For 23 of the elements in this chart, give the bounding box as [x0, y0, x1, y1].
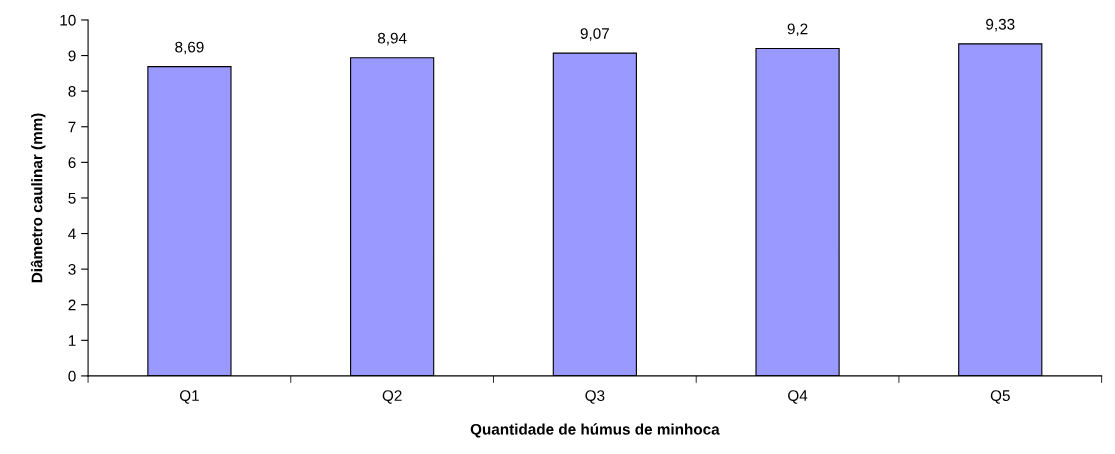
y-tick-label: 2 [68, 299, 76, 311]
data-label: 8,69 [175, 41, 204, 55]
y-axis-title: Diâmetro caulinar (mm) [30, 113, 46, 283]
y-tick-label: 10 [60, 14, 76, 26]
x-tick-label: Q1 [179, 390, 199, 404]
data-label: 9,2 [787, 23, 808, 37]
y-tick-label: 6 [68, 157, 76, 169]
y-tick-label: 1 [68, 335, 76, 346]
y-tick-label: 7 [68, 121, 76, 133]
x-tick-label: Q4 [788, 390, 808, 404]
data-label: 9,33 [986, 18, 1015, 32]
y-tick-label: 8 [68, 86, 76, 97]
y-tick-label: 9 [68, 50, 76, 62]
x-tick-label: Q5 [990, 390, 1010, 404]
data-label: 8,94 [377, 32, 407, 46]
y-tick-label: 3 [68, 264, 76, 275]
data-label: 9,07 [580, 28, 609, 41]
y-tick-label: 0 [68, 370, 76, 382]
y-tick-label: 5 [68, 192, 76, 204]
x-tick-label: Q2 [382, 390, 402, 404]
y-tick-label: 4 [68, 228, 76, 240]
x-axis-title: Quantidade de húmus de minhoca [470, 423, 720, 438]
x-tick-label: Q3 [585, 390, 605, 404]
